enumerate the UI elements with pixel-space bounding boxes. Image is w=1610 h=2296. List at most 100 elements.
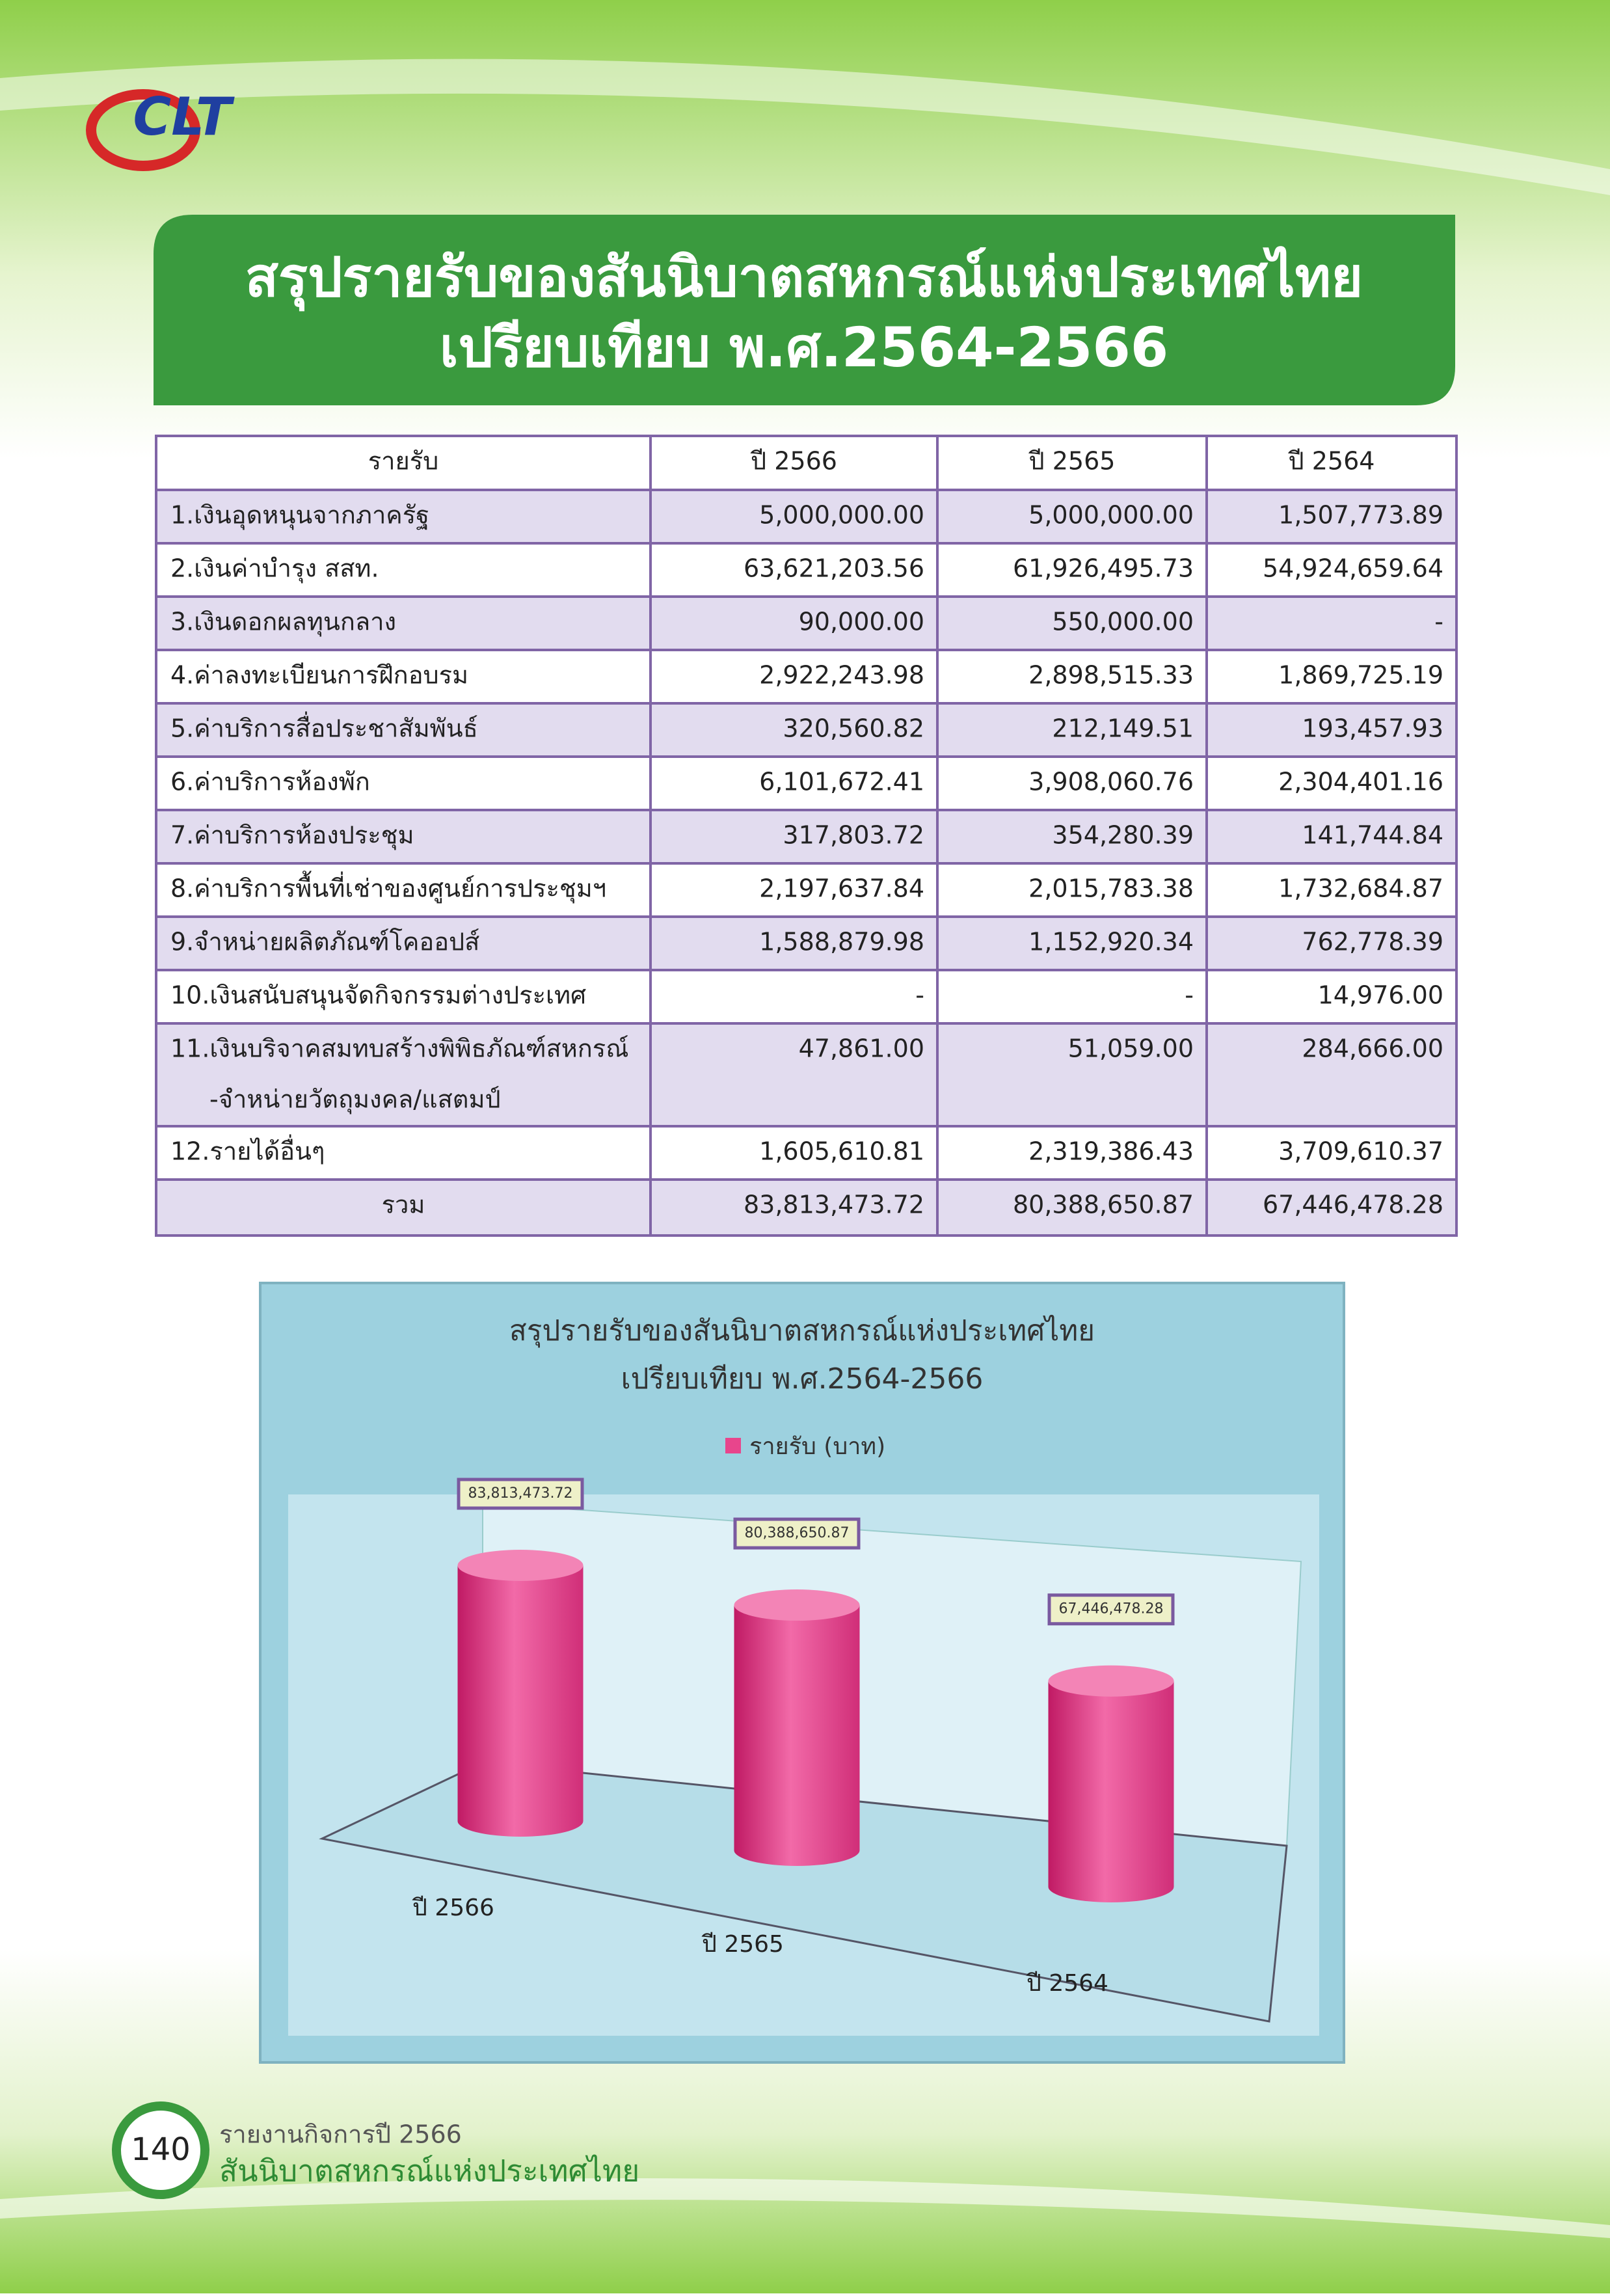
chart: สรุปรายรับของสันนิบาตสหกรณ์แห่งประเทศไทย…	[412, 1314, 1175, 1997]
swoosh	[0, 2178, 1610, 2238]
table-text: 4.ค่าลงทะเบียนการฝึกอบรม	[170, 661, 468, 690]
footer-org: สันนิบาตสหกรณ์แห่งประเทศไทย	[219, 2154, 639, 2189]
table-cell	[155, 1178, 652, 1237]
bar-top	[1048, 1665, 1174, 1697]
logo: CLT	[86, 87, 235, 171]
value-label: 80,388,650.87	[745, 1525, 850, 1541]
bar	[457, 1565, 584, 1837]
table-text: 51,059.00	[1068, 1034, 1194, 1063]
value-label-box	[733, 1517, 861, 1550]
table-cell	[1205, 1178, 1458, 1237]
table-cell	[155, 755, 652, 811]
legend-swatch	[725, 1438, 741, 1453]
table-header: ปี 2566	[750, 447, 837, 476]
table-cell	[1205, 1125, 1458, 1181]
table-text: 317,803.72	[783, 821, 924, 850]
table-text: 5,000,000.00	[759, 501, 924, 530]
table-cell	[155, 1125, 652, 1181]
table-text: 2,319,386.43	[1028, 1137, 1194, 1166]
table-text: 54,924,659.64	[1263, 554, 1443, 583]
table-cell	[155, 862, 652, 918]
bar-top	[734, 1589, 860, 1621]
table-text: 1,588,879.98	[759, 928, 924, 956]
logo-ring	[86, 89, 200, 171]
table-text: 1.เงินอุดหนุนจากภาครัฐ	[170, 501, 429, 530]
table-header: ปี 2565	[1028, 447, 1116, 476]
logo-text: CLT	[133, 87, 234, 147]
page-badge	[112, 2101, 209, 2199]
table-text: 1,732,684.87	[1278, 874, 1443, 903]
table-text: -จำหน่ายวัตถุมงคล/แสตมป์	[209, 1085, 501, 1114]
title-banner	[154, 215, 1455, 405]
table-text: 14,976.00	[1318, 981, 1443, 1010]
table-cell	[936, 809, 1208, 865]
table-text: 1,507,773.89	[1278, 501, 1443, 530]
table-cell	[1205, 862, 1458, 918]
table-cell	[649, 969, 939, 1025]
table-text: 63,621,203.56	[744, 554, 924, 583]
table-cell	[1205, 595, 1458, 651]
value-label: 67,446,478.28	[1059, 1601, 1164, 1617]
table-text: รวม	[382, 1191, 425, 1219]
table-cell	[936, 862, 1208, 918]
table-text: 193,457.93	[1302, 714, 1443, 743]
footer-report: รายงานกิจการปี 2566	[219, 2120, 462, 2149]
table-text: 212,149.51	[1052, 714, 1194, 743]
table-text: 5.ค่าบริการสื่อประชาสัมพันธ์	[170, 712, 478, 743]
table-text: 2,304,401.16	[1278, 768, 1443, 796]
table-cell	[155, 915, 652, 971]
table-cell	[936, 489, 1208, 545]
table-text: -	[1434, 608, 1443, 636]
table-text: 2,197,637.84	[759, 874, 924, 903]
table-cell	[1205, 489, 1458, 545]
table-text: 12.รายได้อื่นๆ	[170, 1135, 325, 1166]
page-number: 140	[131, 2131, 191, 2168]
table-cell	[1205, 435, 1458, 491]
table-cell	[1205, 915, 1458, 971]
table-cell	[936, 542, 1208, 598]
table-text: 5,000,000.00	[1028, 501, 1194, 530]
table-text: 1,869,725.19	[1278, 661, 1443, 690]
table-text: 1,152,920.34	[1028, 928, 1194, 956]
table-text: 3,908,060.76	[1028, 768, 1194, 796]
table-cell	[155, 542, 652, 598]
table-cell	[936, 969, 1208, 1025]
table-text: 83,813,473.72	[744, 1191, 924, 1219]
table-text: 10.เงินสนับสนุนจัดกิจกรรมต่างประเทศ	[170, 981, 586, 1010]
table: รายรับ ปี 2566 ปี 2565 ปี 2564 1.เงินอุดหนุน…	[155, 435, 1458, 1237]
chart-title: สรุปรายรับของสันนิบาตสหกรณ์แห่งประเทศไทย	[509, 1314, 1095, 1348]
table-header: ปี 2564	[1288, 447, 1375, 476]
table-text: 90,000.00	[799, 608, 924, 636]
swoosh	[0, 59, 1610, 196]
table-cell	[649, 1178, 939, 1237]
table-text: 9.จำหน่ายผลิตภัณฑ์โคออปส์	[170, 928, 479, 956]
bar	[1048, 1681, 1174, 1902]
table-cell	[1205, 702, 1458, 758]
table-text: 6,101,672.41	[759, 768, 924, 796]
table-text: 11.เงินบริจาคสมทบสร้างพิพิธภัณฑ์สหกรณ์	[170, 1034, 628, 1063]
table-text: 6.ค่าบริการห้องพัก	[170, 768, 370, 796]
table-text: 762,778.39	[1302, 928, 1443, 956]
table-text: 47,861.00	[799, 1034, 924, 1063]
value-label-box	[1047, 1593, 1175, 1626]
page-title: เปรียบเทียบ พ.ศ.2564-2566	[440, 316, 1169, 379]
table-cell	[936, 702, 1208, 758]
table-cell	[1205, 809, 1458, 865]
table-text: 3,709,610.37	[1278, 1137, 1443, 1166]
bar	[734, 1605, 860, 1866]
table-cell	[155, 595, 652, 651]
x-tick-label: ปี 2565	[701, 1931, 784, 1958]
bar-top	[457, 1550, 584, 1581]
table-text: 2,898,515.33	[1028, 661, 1194, 690]
table-text: 2,015,783.38	[1028, 874, 1194, 903]
table-text: 1,605,610.81	[759, 1137, 924, 1166]
table-text: 550,000.00	[1052, 608, 1194, 636]
table-cell	[649, 649, 939, 705]
table-cell	[1205, 969, 1458, 1025]
table-header: รายรับ	[368, 447, 439, 476]
table-text: 354,280.39	[1052, 821, 1194, 850]
table-text: 2,922,243.98	[759, 661, 924, 690]
chart-title: เปรียบเทียบ พ.ศ.2564-2566	[621, 1362, 984, 1396]
x-tick-label: ปี 2564	[1026, 1970, 1108, 1997]
